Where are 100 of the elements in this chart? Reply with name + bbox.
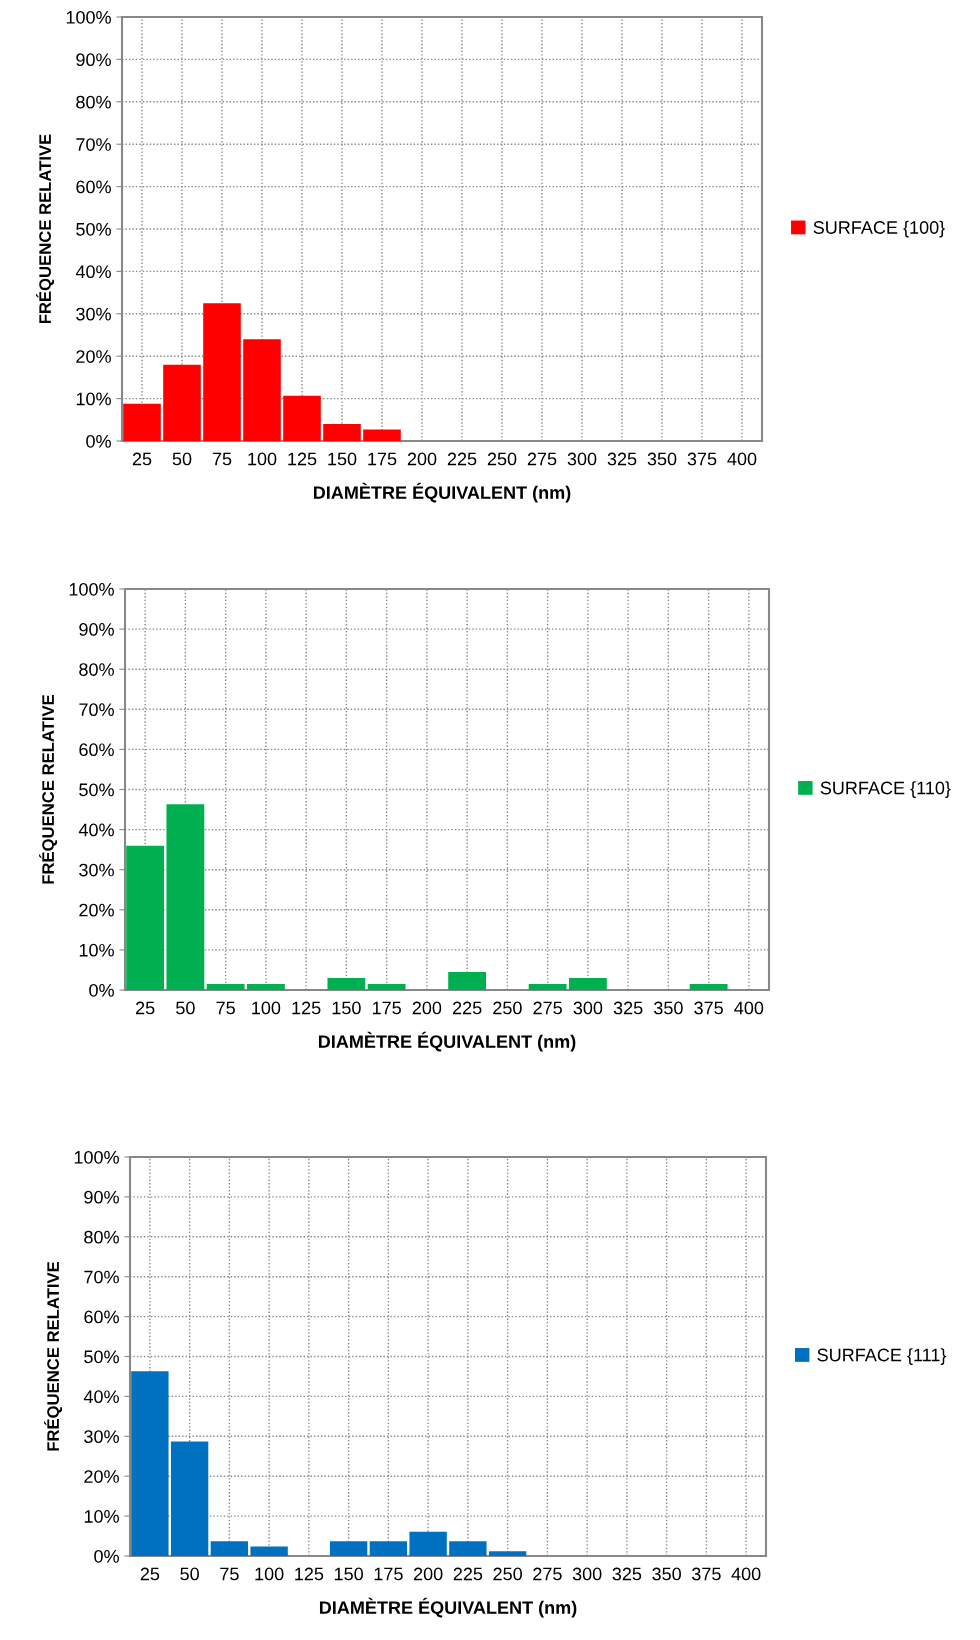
y-tick-label: 50%	[79, 783, 114, 797]
x-tick-label: 100	[252, 1001, 281, 1015]
y-tick-label: 100%	[69, 582, 114, 596]
x-tick-label: 400	[731, 1567, 761, 1581]
x-tick-label: 400	[727, 452, 757, 466]
x-tick-label: 25	[132, 452, 152, 466]
y-tick-label: 10%	[76, 392, 111, 406]
x-tick-label: 250	[493, 1001, 522, 1015]
y-axis-title: FRÉQUENCE RELATIVE	[44, 1261, 63, 1451]
bar	[369, 1541, 408, 1556]
bar	[210, 1541, 249, 1556]
x-axis-title: DIAMÈTRE ÉQUIVALENT (nm)	[318, 1031, 576, 1052]
x-tick-label: 75	[212, 452, 232, 466]
y-tick-label: 80%	[84, 1230, 119, 1244]
x-tick-label: 175	[372, 1001, 401, 1015]
y-tick-label: 10%	[79, 943, 114, 957]
x-tick-label: 225	[447, 452, 477, 466]
x-tick-label: 350	[652, 1567, 681, 1581]
bar	[243, 339, 281, 441]
x-tick-label: 375	[692, 1567, 721, 1581]
bar	[163, 364, 201, 441]
bar	[323, 424, 361, 441]
y-tick-label: 30%	[84, 1430, 119, 1444]
bar	[283, 395, 321, 441]
x-tick-label: 350	[647, 452, 677, 466]
x-tick-label: 350	[654, 1001, 683, 1015]
y-tick-label: 20%	[84, 1470, 119, 1483]
x-tick-label: 150	[334, 1567, 363, 1581]
x-tick-label: 50	[176, 1001, 195, 1015]
y-tick-label: 60%	[79, 743, 114, 757]
x-tick-label: 100	[248, 452, 277, 466]
y-tick-label: 100%	[66, 10, 111, 24]
x-tick-label: 200	[412, 1001, 442, 1015]
bar	[367, 983, 406, 990]
bar	[170, 1441, 209, 1556]
x-tick-label: 300	[573, 1001, 603, 1015]
x-tick-label: 300	[572, 1567, 602, 1581]
x-tick-label: 175	[374, 1567, 403, 1581]
x-tick-label: 250	[493, 1567, 522, 1581]
y-tick-label: 90%	[79, 623, 114, 636]
x-tick-label: 275	[527, 452, 557, 466]
x-tick-label: 75	[216, 1001, 235, 1015]
x-tick-label: 200	[407, 452, 437, 466]
y-tick-label: 70%	[79, 703, 114, 717]
x-tick-label: 100	[255, 1567, 284, 1581]
y-tick-label: 0%	[89, 983, 114, 997]
bar	[409, 1531, 447, 1556]
x-tick-label: 250	[487, 452, 517, 466]
y-tick-label: 60%	[84, 1310, 119, 1324]
legend-label: SURFACE {100}	[813, 220, 945, 238]
y-axis-title: FRÉQUENCE RELATIVE	[39, 694, 58, 884]
y-tick-label: 20%	[76, 350, 111, 363]
x-tick-label: 200	[413, 1567, 443, 1581]
x-tick-label: 50	[180, 1567, 199, 1581]
y-tick-label: 70%	[84, 1270, 119, 1284]
bar	[568, 977, 607, 990]
y-tick-label: 30%	[79, 863, 114, 877]
y-tick-label: 40%	[78, 823, 114, 837]
y-tick-label: 50%	[84, 1350, 119, 1364]
bar	[206, 983, 245, 990]
x-tick-label: 125	[288, 452, 317, 466]
y-tick-label: 10%	[84, 1510, 119, 1523]
y-tick-label: 80%	[79, 663, 114, 676]
bar	[246, 983, 285, 990]
y-tick-label: 40%	[75, 265, 111, 279]
x-axis-title: DIAMÈTRE ÉQUIVALENT (nm)	[319, 1597, 577, 1618]
x-tick-label: 325	[612, 1567, 642, 1581]
y-axis-title: FRÉQUENCE RELATIVE	[36, 134, 55, 324]
bar	[327, 977, 366, 990]
x-tick-label: 50	[172, 452, 192, 466]
y-tick-label: 50%	[76, 222, 111, 236]
x-tick-label: 375	[687, 452, 717, 466]
bar	[126, 845, 165, 990]
x-tick-label: 275	[533, 1567, 562, 1581]
x-tick-label: 300	[567, 452, 597, 466]
x-tick-label: 125	[292, 1001, 321, 1015]
y-tick-label: 0%	[86, 434, 111, 448]
y-tick-label: 90%	[84, 1190, 119, 1204]
x-tick-label: 150	[332, 1001, 361, 1015]
bar	[131, 1371, 169, 1556]
x-tick-label: 325	[607, 452, 637, 466]
x-tick-label: 400	[734, 1001, 764, 1015]
bar	[488, 1551, 527, 1556]
x-tick-label: 275	[533, 1001, 562, 1015]
y-tick-label: 30%	[76, 307, 111, 321]
x-tick-label: 325	[613, 1001, 643, 1015]
y-tick-label: 90%	[76, 53, 111, 67]
bar	[448, 971, 487, 990]
legend-label: SURFACE {110}	[820, 781, 951, 798]
bar	[449, 1541, 487, 1556]
bar	[363, 429, 401, 441]
bar	[250, 1546, 288, 1556]
bar	[528, 983, 567, 990]
y-tick-label: 60%	[76, 180, 111, 194]
legend-label: SURFACE {111}	[817, 1348, 947, 1365]
x-tick-label: 225	[453, 1567, 483, 1581]
x-tick-label: 25	[135, 1001, 155, 1015]
x-tick-label: 125	[295, 1567, 324, 1581]
y-tick-label: 80%	[76, 95, 111, 109]
x-tick-label: 175	[368, 452, 397, 466]
